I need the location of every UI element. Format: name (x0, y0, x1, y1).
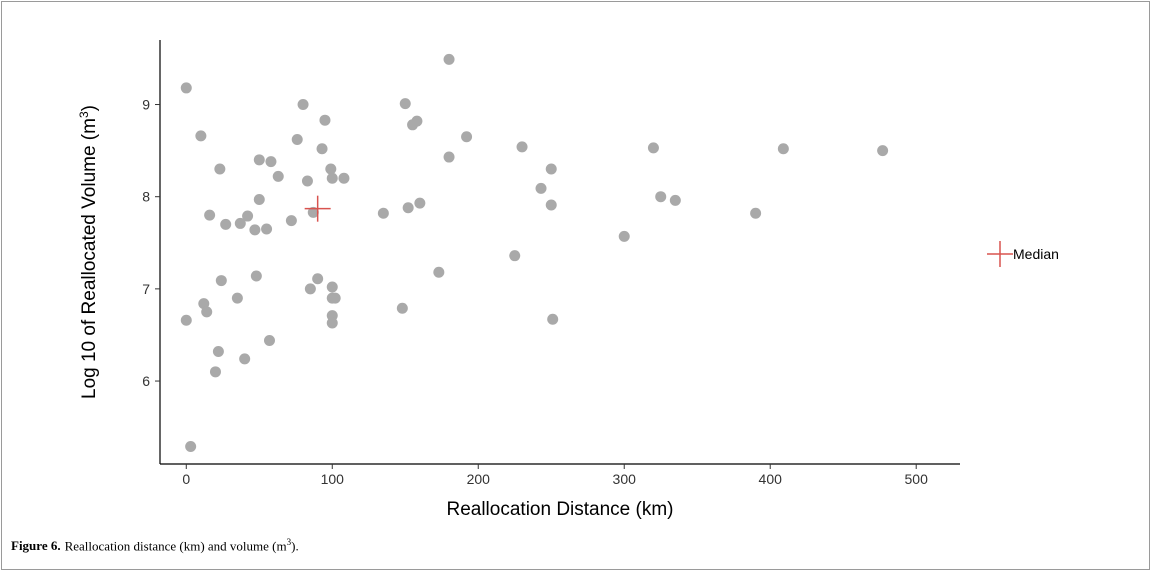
figure-number: Figure 6. (11, 538, 61, 554)
data-point (655, 191, 667, 203)
data-point (443, 151, 455, 163)
data-point (253, 154, 265, 166)
data-point (231, 292, 243, 304)
median-marker (304, 195, 331, 222)
data-point (338, 172, 350, 184)
data-point (326, 172, 338, 184)
data-point (414, 197, 426, 209)
data-point (312, 273, 324, 285)
data-point (461, 131, 473, 143)
caption-text-end: ). (291, 538, 299, 554)
data-point (261, 223, 273, 235)
data-point (618, 230, 630, 242)
data-point (750, 207, 762, 219)
data-point (329, 292, 341, 304)
data-point (377, 207, 389, 219)
x-tick-label: 500 (905, 471, 929, 487)
data-point (215, 275, 227, 287)
data-point (326, 281, 338, 293)
data-point (399, 98, 411, 110)
data-point (301, 175, 313, 187)
data-point (545, 199, 557, 211)
y-axis-title: Log 10 of Reallocated Volume (m3) (77, 105, 100, 399)
data-point (516, 141, 528, 153)
data-point (242, 210, 254, 222)
data-point (316, 143, 328, 155)
data-point (285, 215, 297, 227)
y-axis-title-main: Log 10 of Reallocated Volume (m (79, 118, 100, 399)
data-point (535, 182, 547, 194)
data-point (669, 194, 681, 206)
data-point (877, 145, 889, 157)
data-point (180, 314, 192, 326)
y-axis-title-sup: 3 (77, 111, 91, 118)
caption-superscript: 3 (286, 537, 292, 547)
data-point (212, 346, 224, 358)
data-point (777, 143, 789, 155)
data-point (198, 298, 210, 310)
data-point (195, 130, 207, 142)
data-point (433, 266, 445, 278)
data-point (250, 270, 262, 282)
data-point (263, 334, 275, 346)
axes: 0 100 200 300 400 500 6 7 8 9 Reallocation Distanc… (77, 40, 960, 520)
data-point (291, 134, 303, 146)
data-points (180, 53, 889, 452)
data-point (509, 250, 521, 262)
data-point (220, 218, 232, 230)
y-tick-label: 7 (142, 281, 150, 297)
x-axis-title: Reallocation Distance (km) (446, 499, 673, 520)
data-point (253, 193, 265, 205)
data-point (443, 53, 455, 65)
data-point (297, 99, 309, 111)
data-point (319, 114, 331, 126)
legend-label: Median (1013, 246, 1059, 262)
data-point (272, 170, 284, 182)
data-point (325, 163, 337, 175)
data-point (249, 224, 261, 236)
x-tick-label: 0 (182, 471, 190, 487)
data-point (185, 440, 197, 452)
data-point (214, 163, 226, 175)
data-point (307, 206, 319, 218)
data-point (547, 313, 559, 325)
data-point (396, 302, 408, 314)
y-tick-label: 9 (142, 97, 150, 113)
data-point (411, 115, 423, 127)
figure-caption: Figure 6. Reallocation distance (km) and … (11, 537, 1111, 554)
x-tick-label: 300 (613, 471, 637, 487)
data-point (234, 217, 246, 229)
y-tick-label: 6 (142, 373, 150, 389)
y-tick-label: 8 (142, 189, 150, 205)
caption-text: Reallocation distance (km) and volume (m (64, 538, 287, 554)
x-tick-label: 100 (321, 471, 345, 487)
data-point (402, 202, 414, 214)
data-point (304, 283, 316, 295)
legend: Median (987, 241, 1059, 267)
data-point (326, 317, 338, 329)
x-tick-label: 200 (467, 471, 491, 487)
data-point (204, 209, 216, 221)
data-point (265, 156, 277, 168)
data-point (239, 353, 251, 365)
x-tick-label: 400 (759, 471, 783, 487)
data-point (180, 82, 192, 94)
data-point (209, 366, 221, 378)
data-point (201, 306, 213, 318)
data-point (545, 163, 557, 175)
data-point (647, 142, 659, 154)
y-axis-title-end: ) (79, 105, 100, 111)
